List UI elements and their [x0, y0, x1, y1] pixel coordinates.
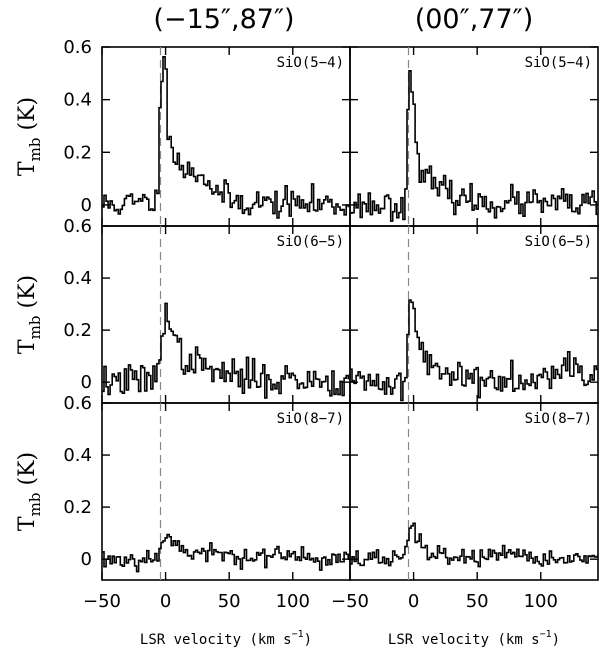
y-tick-label: 0.6	[63, 37, 92, 58]
panel-1-2: SiO(5−4)	[349, 46, 599, 227]
spectrum-trace	[102, 533, 350, 573]
column-title-left: (−15″,87″)	[153, 4, 294, 35]
x-tick-label: 50	[466, 591, 489, 612]
x-tick-label: −50	[331, 591, 369, 612]
line-label: SiO(6−5)	[277, 234, 344, 250]
x-tick-label: 50	[218, 591, 241, 612]
x-axis-label-right: LSR velocity (km s−1)	[388, 629, 560, 648]
spectrum-trace	[350, 70, 598, 222]
spectrum-trace	[350, 522, 598, 568]
y-tick-label: 0.6	[63, 393, 92, 414]
x-tick-label: 100	[276, 591, 310, 612]
spectrum-trace	[102, 302, 350, 399]
spectrum-trace	[102, 56, 350, 219]
x-tick-label: 0	[160, 591, 171, 612]
y-tick-label: 0.2	[63, 320, 92, 341]
line-label: SiO(8−7)	[277, 411, 344, 427]
x-tick-label: 0	[408, 591, 419, 612]
line-label: SiO(5−4)	[525, 55, 592, 71]
line-label: SiO(8−7)	[525, 411, 592, 427]
panel-3-1: 0 0.2 0.4 0.6 Tmb (K) −50 0 50 100 SiO(8−7)	[15, 393, 351, 612]
panel-1-1: 0 0.2 0.4 0.6 Tmb (K) SiO(5−4)	[15, 37, 351, 227]
panels-layer: 0 0.2 0.4 0.6 Tmb (K) SiO(5−4) SiO(5−4) 0 0.2 0.4…	[15, 37, 599, 612]
panel-frame	[349, 402, 599, 581]
x-tick-label: −50	[83, 591, 121, 612]
y-axis-label: Tmb (K)	[15, 452, 44, 531]
panel-3-2: −50 0 50 100 SiO(8−7)	[331, 402, 599, 612]
y-tick-label: 0.4	[63, 90, 92, 111]
y-axis-label: Tmb (K)	[15, 97, 44, 176]
x-tick-label: 100	[524, 591, 558, 612]
y-tick-label: 0.2	[63, 497, 92, 518]
y-tick-label: 0	[81, 549, 92, 570]
panel-2-1: 0 0.2 0.4 0.6 Tmb (K) SiO(6−5)	[15, 216, 351, 404]
column-title-right: (00″,77″)	[415, 4, 534, 35]
y-tick-label: 0.4	[63, 268, 92, 289]
y-tick-label: 0.2	[63, 142, 92, 163]
spectrum-trace	[350, 299, 598, 402]
y-axis-label: Tmb (K)	[15, 275, 44, 354]
y-tick-label: 0	[81, 372, 92, 393]
y-tick-label: 0.4	[63, 445, 92, 466]
y-tick-label: 0	[81, 195, 92, 216]
panel-2-2: SiO(6−5)	[349, 225, 599, 404]
line-label: SiO(5−4)	[277, 55, 344, 71]
line-label: SiO(6−5)	[525, 234, 592, 250]
x-axis-label-left: LSR velocity (km s−1)	[140, 629, 312, 648]
y-tick-label: 0.6	[63, 216, 92, 237]
